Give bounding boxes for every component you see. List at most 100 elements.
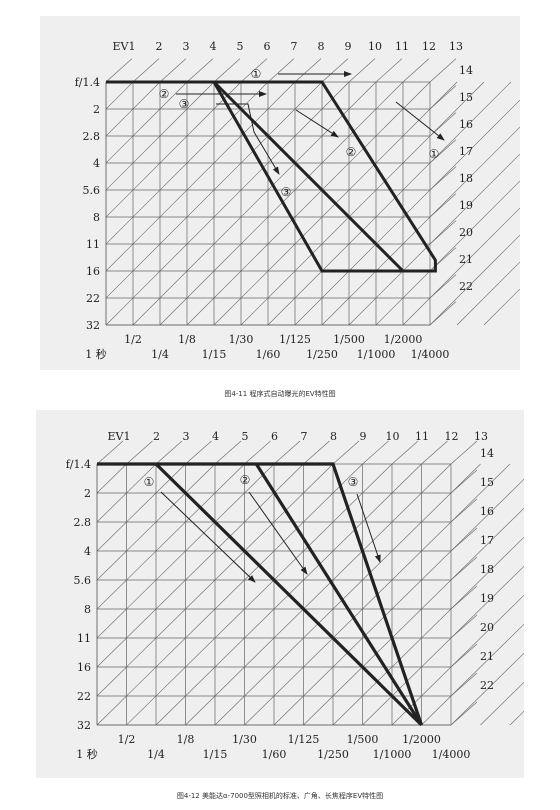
figure-caption-1: 图4-11 程序式自动曝光的EV特性图: [224, 390, 336, 398]
ev-diagonal: [36, 463, 157, 583]
ev-extension-top: [185, 440, 212, 465]
ev-diagonal: [105, 81, 350, 326]
ev-extension-right: [429, 220, 457, 245]
ev-chart-panel-2: EV1 2 3 4 5 6 7 8 9 10 11 12 13 14 15 16 17 18 19 20 21 22 f/1…: [36, 410, 524, 778]
aperture-label: 32: [77, 719, 91, 732]
ev-top-label: 5: [242, 430, 249, 443]
ev-extension-right: [429, 301, 457, 326]
ev-diagonal: [402, 207, 520, 326]
aperture-label: 16: [77, 661, 91, 674]
ev-extension-right: [429, 85, 457, 110]
ev-diagonal: [132, 81, 377, 326]
ev-diagonal: [456, 261, 520, 326]
aperture-label: 4: [84, 545, 91, 558]
ev-diagonal: [348, 153, 520, 326]
arrow-standard: [248, 491, 308, 575]
left-mask: [36, 410, 97, 778]
ev-diagonal: [78, 81, 323, 326]
ev-diagonal: [483, 288, 520, 326]
program-line-wide: [254, 463, 423, 726]
aperture-label: 8: [84, 603, 91, 616]
ev-top-label: EV1: [113, 40, 136, 53]
program-line-2: [212, 80, 405, 273]
ev-top-label: 2: [153, 430, 160, 443]
ev-top-label: 5: [237, 40, 244, 53]
aperture-label: 2: [84, 487, 91, 500]
ev-top-label: 11: [395, 40, 409, 53]
shutter-label-upper: 1/2: [118, 733, 136, 746]
ev-top-label: 3: [183, 430, 190, 443]
shutter-label-upper: 1/30: [229, 333, 254, 346]
ev-diagonal: [375, 180, 520, 326]
ev-right-label: 20: [459, 226, 473, 239]
ev-diagonal: [126, 463, 393, 726]
ev-extension-right: [450, 556, 478, 581]
ev-diagonal: [321, 126, 520, 326]
arrow-3: [216, 103, 280, 175]
ev-extension-top: [391, 440, 419, 465]
shutter-label-upper: 1/500: [333, 333, 365, 346]
aperture-label: 2: [93, 103, 100, 116]
aperture-label: 11: [77, 632, 91, 645]
ev-extension-top: [240, 58, 268, 83]
ev-right-label: 14: [480, 447, 494, 460]
shutter-label-lower: 1 秒: [76, 747, 98, 761]
shutter-label-upper: 1/8: [178, 333, 196, 346]
label-circle-3b: ③: [281, 185, 292, 199]
ev-right-label: 19: [480, 592, 494, 605]
ev-top-label: 12: [422, 40, 436, 53]
shutter-label-lower: 1/1000: [373, 748, 412, 761]
ev-top-label: EV1: [108, 430, 131, 443]
shutter-label-lower: 1 秒: [85, 347, 107, 361]
ev-right-label: 18: [459, 172, 473, 185]
ev-diagonal: [303, 507, 524, 726]
shutter-label-upper: 1/125: [279, 333, 311, 346]
ev-extension-top: [321, 58, 349, 83]
aperture-label: 32: [86, 319, 100, 332]
ev-extension-top: [105, 58, 133, 83]
ev-top-label: 6: [271, 430, 278, 443]
ev-extension-top: [362, 440, 389, 465]
ev-extension-top: [303, 440, 330, 465]
aperture-label: 5.6: [83, 184, 101, 197]
ev-diagonal: [450, 652, 524, 726]
ev-extension-right: [450, 643, 478, 668]
ev-diagonal: [67, 463, 334, 726]
ev-extension-top: [244, 440, 271, 465]
ev-top-label: 10: [386, 430, 400, 443]
shutter-label-lower: 1/4000: [411, 348, 450, 361]
ev-extension-top: [159, 58, 187, 83]
ev-extension-top: [213, 58, 241, 83]
ev-top-label: 12: [445, 430, 459, 443]
ev-extension-right: [450, 614, 478, 639]
ev-extension-top: [186, 58, 214, 83]
ev-extension-top: [429, 58, 457, 83]
ev-top-label: 2: [156, 40, 163, 53]
ev-extension-top: [375, 58, 403, 83]
ev-extension-top: [332, 440, 360, 465]
ev-extension-right: [450, 585, 478, 610]
ev-diagonal: [267, 81, 512, 326]
ev-extension-top: [214, 440, 242, 465]
ev-extension-right: [429, 166, 457, 191]
ev-diagonal: [273, 478, 524, 726]
aperture-label: 11: [86, 238, 100, 251]
shutter-label-lower: 1/250: [317, 748, 349, 761]
shutter-label-lower: 1/250: [306, 348, 338, 361]
ev-extension-right: [429, 193, 457, 218]
ev-right-label: 21: [480, 650, 494, 663]
program-line-long: [97, 462, 424, 726]
ev-right-label: 14: [459, 64, 473, 77]
aperture-label: 22: [86, 292, 100, 305]
ev-top-label: 8: [330, 430, 337, 443]
ev-chart-panel-1: EV1 2 3 4 5 6 7 8 9 10 11 12 13 14 15 16 17 18 19 20 21 22 f/1…: [40, 16, 520, 370]
ev-top-label: 9: [345, 40, 352, 53]
shutter-label-upper: 1/125: [288, 733, 320, 746]
ev-right-label: 15: [480, 476, 494, 489]
ev-extension-top: [96, 440, 124, 465]
ev-top-label: 4: [212, 430, 219, 443]
ev-top-label: 4: [210, 40, 217, 53]
arrow-wide: [160, 491, 256, 583]
aperture-label: 16: [86, 265, 100, 278]
aperture-label: 5.6: [74, 574, 92, 587]
